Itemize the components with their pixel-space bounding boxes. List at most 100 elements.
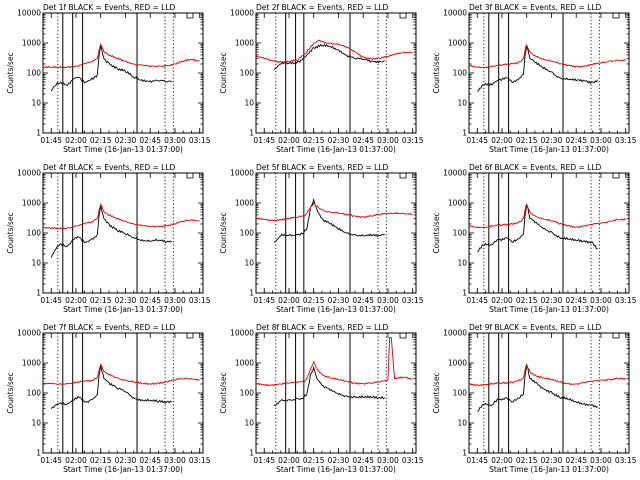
y-tick-label: 1 (462, 129, 467, 138)
x-tick-label: 02:15 (516, 296, 538, 305)
panel-det-8f: Det 8f BLACK = Events, RED = LLD 1 10 100 10… (219, 323, 424, 474)
series-lld-line (255, 337, 413, 387)
x-tick-label: 02:30 (328, 296, 350, 305)
y-axis-label: Counts/sec (219, 372, 228, 413)
legend-corner-marker (186, 13, 194, 19)
y-tick-label: 1000 (22, 359, 41, 368)
series-events-line (273, 43, 385, 70)
panel-det-2f: Det 2f BLACK = Events, RED = LLD 1 10 100 10… (219, 3, 424, 154)
series-lld-line (468, 363, 627, 387)
x-tick-label: 02:15 (303, 456, 325, 465)
panel-det-4f: Det 4f BLACK = Events, RED = LLD 1 10 100 10… (6, 163, 211, 314)
y-tick-label: 1 (462, 449, 467, 458)
x-axis-label: Start Time (16-Jan-13 01:37:00) (276, 465, 396, 474)
x-axis-label: Start Time (16-Jan-13 01:37:00) (63, 145, 183, 154)
y-tick-label: 1 (249, 449, 254, 458)
plot-frame (468, 12, 630, 134)
y-tick-label: 10 (31, 259, 41, 268)
x-axis-label: Start Time (16-Jan-13 01:37:00) (489, 465, 609, 474)
plot-frame (468, 172, 630, 294)
x-tick-label: 02:30 (115, 296, 137, 305)
y-tick-label: 1 (36, 129, 41, 138)
legend-corner-marker (186, 173, 194, 179)
series-lld-line (42, 363, 200, 386)
y-axis-label: Counts/sec (6, 212, 15, 253)
series-lld-line (255, 39, 413, 64)
x-tick-label: 02:15 (90, 456, 112, 465)
series-events-line (477, 45, 599, 92)
series-events-line (477, 363, 598, 412)
x-tick-label: 02:45 (139, 136, 161, 145)
y-tick-label: 1000 (448, 359, 467, 368)
panel-det-3f: Det 3f BLACK = Events, RED = LLD 1 10 100 10… (432, 3, 637, 154)
y-tick-label: 10 (31, 419, 41, 428)
x-tick-label: 02:15 (516, 136, 538, 145)
x-tick-label: 02:30 (541, 456, 563, 465)
x-tick-label: 02:30 (328, 456, 350, 465)
y-axis-label: Counts/sec (432, 212, 441, 253)
y-tick-label: 10000 (17, 9, 41, 18)
panel-det-7f: Det 7f BLACK = Events, RED = LLD 1 10 100 10… (6, 323, 211, 474)
legend-corner-marker (399, 333, 407, 339)
series-events-line (273, 366, 385, 407)
x-tick-label: 02:00 (491, 136, 513, 145)
panel-det-1f: Det 1f BLACK = Events, RED = LLD 1 10 100 10… (6, 3, 211, 154)
x-tick-label: 03:15 (189, 456, 211, 465)
plot-frame (42, 332, 204, 454)
x-tick-label: 03:00 (377, 456, 399, 465)
x-tick-label: 02:15 (90, 296, 112, 305)
series-lld-line (468, 203, 627, 229)
x-tick-label: 02:00 (65, 136, 87, 145)
y-tick-label: 10 (31, 99, 41, 108)
x-tick-label: 02:00 (491, 296, 513, 305)
y-axis-label: Counts/sec (432, 52, 441, 93)
y-tick-label: 10 (457, 259, 467, 268)
panel-title: Det 8f BLACK = Events, RED = LLD (256, 323, 389, 332)
x-tick-label: 03:00 (377, 136, 399, 145)
y-tick-label: 100 (240, 229, 255, 238)
x-tick-label: 02:00 (278, 296, 300, 305)
plot-frame (255, 172, 417, 294)
plot-frame (42, 12, 204, 134)
y-tick-label: 1 (249, 289, 254, 298)
y-tick-label: 1 (462, 289, 467, 298)
x-tick-label: 02:30 (115, 136, 137, 145)
x-tick-label: 02:30 (115, 456, 137, 465)
x-tick-label: 01:45 (40, 456, 62, 465)
x-axis-label: Start Time (16-Jan-13 01:37:00) (489, 305, 609, 314)
x-tick-label: 03:00 (164, 136, 186, 145)
x-tick-label: 03:15 (189, 136, 211, 145)
y-tick-label: 1 (36, 449, 41, 458)
y-axis-label: Counts/sec (219, 52, 228, 93)
series-events-line (274, 197, 385, 243)
x-tick-label: 01:45 (253, 456, 275, 465)
series-lld-line (255, 202, 413, 222)
y-tick-label: 1000 (448, 39, 467, 48)
panel-title: Det 7f BLACK = Events, RED = LLD (43, 323, 176, 332)
panel-det-6f: Det 6f BLACK = Events, RED = LLD 1 10 100 10… (432, 163, 637, 314)
x-tick-label: 02:15 (90, 136, 112, 145)
x-tick-label: 02:30 (328, 136, 350, 145)
y-tick-label: 1000 (235, 359, 254, 368)
y-axis-label: Counts/sec (6, 52, 15, 93)
series-lld-line (468, 44, 626, 69)
x-axis-label: Start Time (16-Jan-13 01:37:00) (63, 465, 183, 474)
y-tick-label: 1000 (448, 199, 467, 208)
y-axis-label: Counts/sec (6, 372, 15, 413)
y-tick-label: 10000 (443, 329, 467, 338)
x-axis-label: Start Time (16-Jan-13 01:37:00) (276, 305, 396, 314)
x-tick-label: 02:45 (565, 456, 587, 465)
y-tick-label: 10000 (230, 9, 254, 18)
x-tick-label: 03:00 (377, 296, 399, 305)
x-tick-label: 03:15 (615, 136, 637, 145)
series-lld-line (42, 43, 200, 69)
x-tick-label: 01:45 (40, 296, 62, 305)
x-tick-label: 02:30 (541, 136, 563, 145)
x-tick-label: 03:00 (590, 296, 612, 305)
y-tick-label: 100 (453, 389, 468, 398)
x-tick-label: 03:15 (189, 296, 211, 305)
y-tick-label: 10 (244, 419, 254, 428)
legend-corner-marker (612, 333, 620, 339)
legend-corner-marker (186, 333, 194, 339)
series-events-line (50, 365, 172, 409)
